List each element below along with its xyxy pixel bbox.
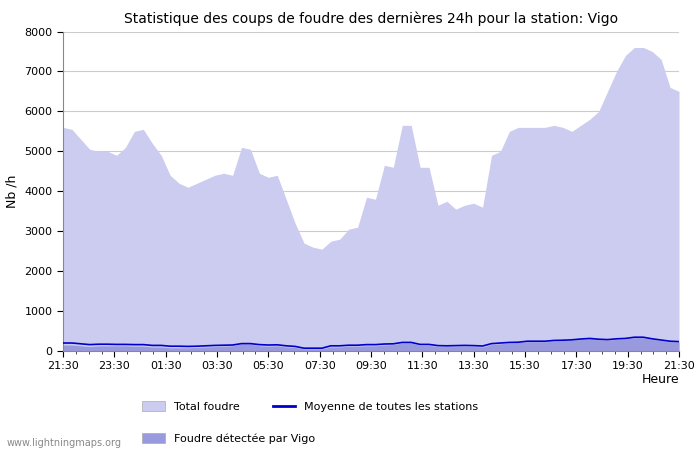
- Text: www.lightningmaps.org: www.lightningmaps.org: [7, 438, 122, 448]
- Legend: Foudre détectée par Vigo: Foudre détectée par Vigo: [143, 433, 315, 444]
- Y-axis label: Nb /h: Nb /h: [6, 175, 19, 208]
- Text: Heure: Heure: [641, 374, 679, 387]
- Title: Statistique des coups de foudre des dernières 24h pour la station: Vigo: Statistique des coups de foudre des dern…: [124, 12, 618, 26]
